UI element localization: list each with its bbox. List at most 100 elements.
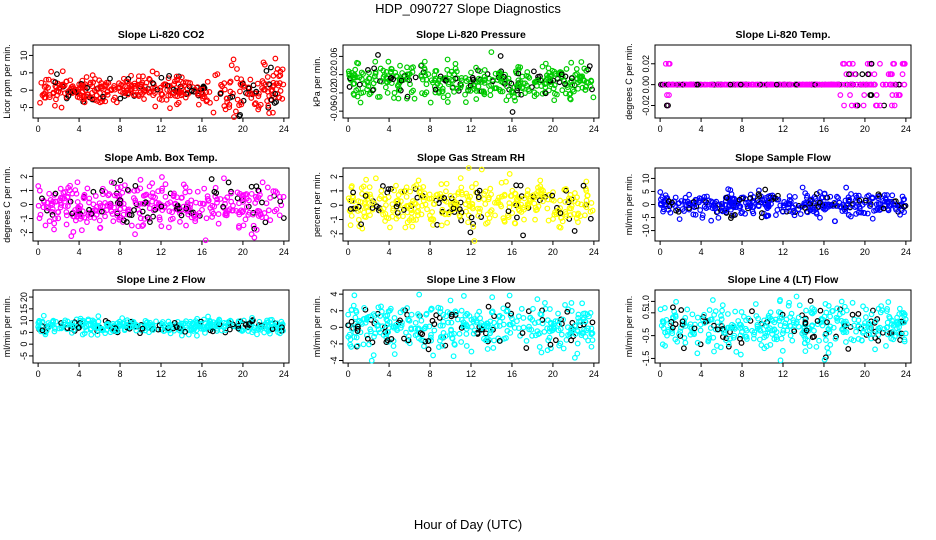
data-point — [562, 302, 568, 308]
data-point — [697, 327, 704, 334]
data-point — [156, 216, 163, 223]
data-point — [266, 110, 273, 117]
data-point — [718, 200, 725, 207]
data-point — [795, 202, 802, 209]
data-point — [804, 209, 811, 216]
data-point — [274, 66, 281, 72]
data-point — [532, 204, 539, 211]
data-point — [515, 206, 522, 213]
data-point — [351, 74, 358, 81]
data-point — [259, 179, 266, 186]
data-point — [513, 182, 520, 189]
data-point — [415, 177, 422, 184]
data-point — [731, 196, 737, 203]
data-point — [137, 176, 144, 183]
data-point — [825, 349, 832, 356]
data-point — [72, 207, 79, 213]
data-point — [84, 219, 90, 226]
data-point — [790, 319, 797, 326]
data-point — [425, 338, 432, 344]
data-point — [661, 305, 668, 311]
data-point — [96, 200, 103, 207]
data-point — [85, 212, 91, 218]
data-point — [580, 182, 587, 189]
y-tick-label: -0.02 — [641, 95, 651, 116]
data-point — [505, 75, 512, 82]
data-point — [388, 336, 395, 342]
x-tick-label: 12 — [156, 369, 166, 379]
data-point — [358, 221, 365, 228]
y-tick-label: 20 — [19, 292, 29, 302]
data-point — [125, 188, 132, 194]
data-point — [142, 83, 149, 90]
data-point — [384, 321, 391, 328]
data-point — [70, 89, 77, 96]
data-point — [36, 319, 43, 325]
data-point — [840, 60, 846, 67]
x-tick-label: 16 — [197, 369, 207, 379]
data-point — [863, 306, 869, 313]
data-point — [883, 343, 889, 349]
data-point — [524, 204, 531, 211]
data-point — [866, 60, 873, 67]
data-point — [568, 300, 575, 306]
data-point — [581, 212, 588, 219]
data-point — [563, 336, 570, 343]
data-point — [719, 307, 725, 314]
data-point — [563, 66, 570, 72]
data-point — [507, 321, 514, 328]
data-point — [223, 320, 229, 327]
x-tick-label: 16 — [507, 124, 517, 134]
data-point — [132, 231, 138, 238]
data-point — [557, 210, 564, 216]
data-point — [530, 305, 536, 312]
data-point — [366, 341, 372, 348]
data-point — [505, 208, 512, 215]
data-point — [353, 204, 360, 211]
data-point — [345, 311, 352, 318]
data-point — [350, 81, 357, 87]
data-point — [247, 76, 254, 83]
data-point — [418, 211, 425, 218]
data-point — [249, 318, 255, 325]
data-point — [449, 311, 455, 318]
data-point — [896, 305, 903, 312]
data-point — [681, 208, 687, 214]
data-point — [567, 96, 574, 103]
data-point — [370, 352, 377, 359]
data-point — [112, 94, 118, 101]
data-point — [554, 318, 561, 325]
data-point — [149, 68, 156, 75]
data-point — [150, 327, 156, 333]
data-point — [470, 76, 477, 83]
data-point — [550, 325, 557, 331]
data-point — [378, 303, 384, 310]
data-point — [114, 184, 121, 191]
y-tick-label: 0.02 — [329, 66, 339, 84]
data-point — [229, 93, 236, 100]
data-point — [80, 96, 87, 103]
data-points — [37, 55, 287, 120]
data-point — [498, 78, 504, 85]
data-point — [855, 336, 862, 342]
data-point — [259, 199, 265, 206]
data-point — [837, 203, 843, 210]
data-point — [483, 323, 490, 330]
data-point — [448, 319, 455, 326]
data-point — [841, 81, 848, 88]
data-point — [701, 197, 708, 204]
data-point — [117, 184, 124, 190]
data-point — [412, 319, 419, 326]
data-point — [785, 200, 792, 207]
x-tick-label: 4 — [387, 369, 392, 379]
data-point — [705, 331, 712, 338]
data-point — [270, 109, 276, 116]
data-point — [694, 350, 701, 357]
data-point — [222, 196, 228, 203]
y-tick-label: 0 — [19, 202, 29, 207]
x-tick-label: 8 — [428, 369, 433, 379]
data-point — [257, 324, 264, 331]
data-point — [523, 338, 530, 344]
data-point — [814, 204, 821, 211]
data-point — [276, 326, 282, 333]
